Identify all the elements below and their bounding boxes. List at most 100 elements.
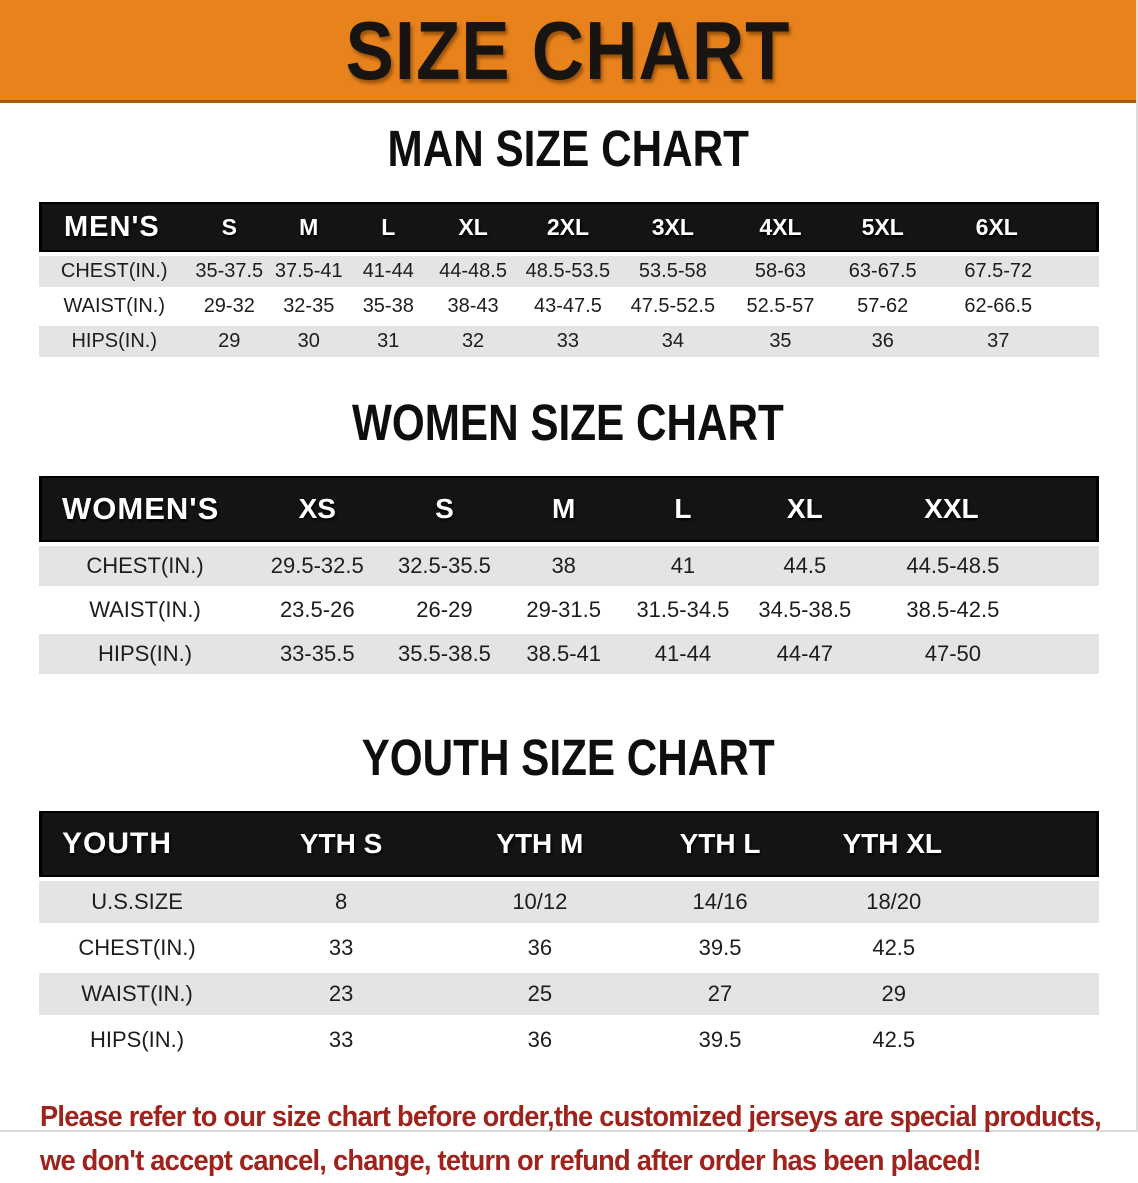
women-size-table: WOMEN'S XS S M L XL XXL CHEST(IN.) 29.5-32.5 32.5… [39, 472, 1099, 678]
men-column-header: 5XL [832, 202, 933, 252]
table-cell: 44.5-48.5 [865, 546, 1099, 586]
table-cell: 26-29 [383, 590, 506, 630]
table-cell: 23.5-26 [251, 590, 384, 630]
section-men-size-chart: MAN SIZE CHART MEN'S S M L XL 2XL 3XL 4XL 5XL 6XL C… [0, 121, 1136, 361]
table-row: WAIST(IN.) 23.5-26 26-29 29-31.5 31.5-34.5 34… [39, 590, 1099, 630]
table-cell: 37 [932, 326, 1099, 357]
table-cell: 47.5-52.5 [617, 291, 728, 322]
women-column-header: S [383, 476, 506, 542]
table-row: CHEST(IN.) 33 36 39.5 42.5 [39, 927, 1099, 969]
table-cell: 32.5-35.5 [383, 546, 506, 586]
men-column-header: XL [428, 202, 519, 252]
table-cell: 33 [518, 326, 618, 357]
banner-title: SIZE CHART [345, 3, 791, 97]
table-cell: 33 [235, 927, 448, 969]
youth-header-row: YOUTH YTH S YTH M YTH L YTH XL [39, 811, 1099, 877]
youth-column-header: YTH M [447, 811, 633, 877]
table-cell: 33-35.5 [251, 634, 384, 674]
size-chart-sections: MAN SIZE CHART MEN'S S M L XL 2XL 3XL 4XL 5XL 6XL C… [0, 121, 1136, 1065]
table-cell: 36 [447, 927, 633, 969]
table-cell: 29 [807, 973, 1099, 1015]
table-cell: 41 [621, 546, 744, 586]
table-cell: 42.5 [807, 1019, 1099, 1061]
table-row: WAIST(IN.) 29-32 32-35 35-38 38-43 43-47.5 47.… [39, 291, 1099, 322]
table-cell: 62-66.5 [932, 291, 1099, 322]
row-label: WAIST(IN.) [39, 973, 236, 1015]
section-youth-size-chart: YOUTH SIZE CHART YOUTH YTH S YTH M YTH L YTH … [0, 730, 1136, 1065]
disclaimer: Please refer to our size chart before or… [40, 1095, 1136, 1183]
youth-column-header: YTH XL [807, 811, 1099, 877]
table-cell: 57-62 [832, 291, 933, 322]
table-row: CHEST(IN.) 35-37.5 37.5-41 41-44 44-48.5 48.5… [39, 256, 1099, 287]
table-cell: 39.5 [632, 927, 808, 969]
row-label: WAIST(IN.) [39, 590, 251, 630]
youth-size-table: YOUTH YTH S YTH M YTH L YTH XL U.S.SIZE 8 10/12… [39, 807, 1099, 1065]
table-cell: 32-35 [269, 291, 349, 322]
youth-size-chart-title-text: YOUTH SIZE CHART [361, 730, 775, 787]
table-cell: 29.5-32.5 [251, 546, 384, 586]
women-header-row: WOMEN'S XS S M L XL XXL [39, 476, 1099, 542]
table-cell: 23 [235, 973, 448, 1015]
youth-header-label: YOUTH [39, 811, 236, 877]
table-cell: 8 [235, 881, 448, 923]
row-label: U.S.SIZE [39, 881, 236, 923]
table-row: WAIST(IN.) 23 25 27 29 [39, 973, 1099, 1015]
table-cell: 14/16 [632, 881, 808, 923]
table-cell: 27 [632, 973, 808, 1015]
men-column-header: 4XL [727, 202, 833, 252]
men-header-label: MEN'S [39, 202, 190, 252]
table-cell: 25 [447, 973, 633, 1015]
row-label: CHEST(IN.) [39, 546, 251, 586]
table-cell: 44-48.5 [428, 256, 519, 287]
men-column-header: M [269, 202, 349, 252]
women-size-chart-title: WOMEN SIZE CHART [0, 395, 1136, 456]
women-column-header: XXL [865, 476, 1099, 542]
disclaimer-line-1: Please refer to our size chart before or… [40, 1101, 1102, 1133]
youth-size-chart-title: YOUTH SIZE CHART [0, 730, 1136, 791]
table-cell: 32 [428, 326, 519, 357]
table-cell: 39.5 [632, 1019, 808, 1061]
men-size-chart-title-text: MAN SIZE CHART [387, 121, 749, 178]
men-header-row: MEN'S S M L XL 2XL 3XL 4XL 5XL 6XL [39, 202, 1099, 252]
table-cell: 53.5-58 [617, 256, 728, 287]
table-cell: 35-37.5 [189, 256, 270, 287]
row-label: CHEST(IN.) [39, 927, 236, 969]
row-label: HIPS(IN.) [39, 1019, 236, 1061]
women-column-header: L [621, 476, 744, 542]
table-cell: 52.5-57 [727, 291, 833, 322]
table-cell: 63-67.5 [832, 256, 933, 287]
table-cell: 35.5-38.5 [383, 634, 506, 674]
table-cell: 35 [727, 326, 833, 357]
row-label: WAIST(IN.) [39, 291, 190, 322]
table-cell: 67.5-72 [932, 256, 1099, 287]
table-cell: 10/12 [447, 881, 633, 923]
table-cell: 36 [447, 1019, 633, 1061]
table-cell: 41-44 [348, 256, 429, 287]
men-column-header: 6XL [932, 202, 1099, 252]
table-row: CHEST(IN.) 29.5-32.5 32.5-35.5 38 41 44.5 44.5… [39, 546, 1099, 586]
table-cell: 35-38 [348, 291, 429, 322]
table-cell: 47-50 [865, 634, 1099, 674]
table-row: HIPS(IN.) 29 30 31 32 33 34 35 36 37 [39, 326, 1099, 357]
women-size-chart-title-text: WOMEN SIZE CHART [352, 395, 784, 452]
men-column-header: 3XL [617, 202, 728, 252]
section-women-size-chart: WOMEN SIZE CHART WOMEN'S XS S M L XL XXL CHEST(I… [0, 395, 1136, 678]
table-row: U.S.SIZE 8 10/12 14/16 18/20 [39, 881, 1099, 923]
table-cell: 34.5-38.5 [743, 590, 866, 630]
row-label: CHEST(IN.) [39, 256, 190, 287]
table-cell: 38.5-41 [505, 634, 622, 674]
table-row: HIPS(IN.) 33-35.5 35.5-38.5 38.5-41 41-44 44-… [39, 634, 1099, 674]
men-column-header: 2XL [518, 202, 618, 252]
table-cell: 36 [832, 326, 933, 357]
youth-column-header: YTH S [235, 811, 448, 877]
table-cell: 33 [235, 1019, 448, 1061]
table-row: HIPS(IN.) 33 36 39.5 42.5 [39, 1019, 1099, 1061]
women-column-header: XL [743, 476, 866, 542]
women-column-header: M [505, 476, 622, 542]
table-cell: 34 [617, 326, 728, 357]
table-cell: 29-32 [189, 291, 270, 322]
men-size-table: MEN'S S M L XL 2XL 3XL 4XL 5XL 6XL CHEST(IN.) 35-37… [39, 198, 1099, 361]
table-cell: 42.5 [807, 927, 1099, 969]
youth-column-header: YTH L [632, 811, 808, 877]
